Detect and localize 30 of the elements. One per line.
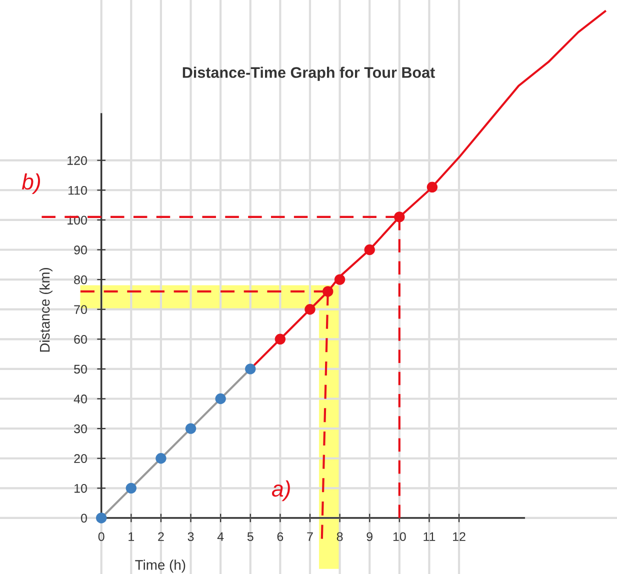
y-tick-label: 90 <box>74 246 87 254</box>
x-tick-label: 6 <box>277 532 284 542</box>
y-tick-label: 50 <box>74 364 87 374</box>
x-tick-label: 12 <box>453 532 466 541</box>
y-tick-label: 80 <box>74 275 87 284</box>
x-tick-label: 4 <box>217 532 224 541</box>
x-tick-label: 0 <box>98 532 104 542</box>
x-tick-label: 9 <box>366 532 372 542</box>
y-tick-label: 20 <box>74 454 87 464</box>
y-tick-label: 60 <box>74 334 87 344</box>
x-tick-label: 3 <box>188 532 194 542</box>
text: Distance-Time Graph for Tour Boat <box>182 66 435 81</box>
x-tick-label: 7 <box>307 532 313 541</box>
y-tick-label: 70 <box>74 305 87 314</box>
x-axis-title: Time (h) <box>135 560 186 573</box>
y-axis-title: Distance (km) <box>40 268 52 352</box>
x-tick-label: 1 <box>128 532 134 541</box>
y-tick-label: 0 <box>80 514 87 523</box>
x-tick-label: 10 <box>393 532 406 542</box>
y-tick-label: 120 <box>68 156 87 165</box>
x-tick-label: 2 <box>158 532 164 541</box>
x-tick-label: 5 <box>247 532 254 542</box>
y-tick-label: 10 <box>74 484 87 493</box>
annotation: b) <box>22 173 40 194</box>
x-tick-label: 11 <box>424 532 436 541</box>
annotation: a) <box>272 480 290 502</box>
y-tick-label: 110 <box>68 186 87 195</box>
x-tick-label: 8 <box>336 532 343 542</box>
y-tick-label: 40 <box>74 394 87 404</box>
y-tick-label: 30 <box>74 424 87 434</box>
